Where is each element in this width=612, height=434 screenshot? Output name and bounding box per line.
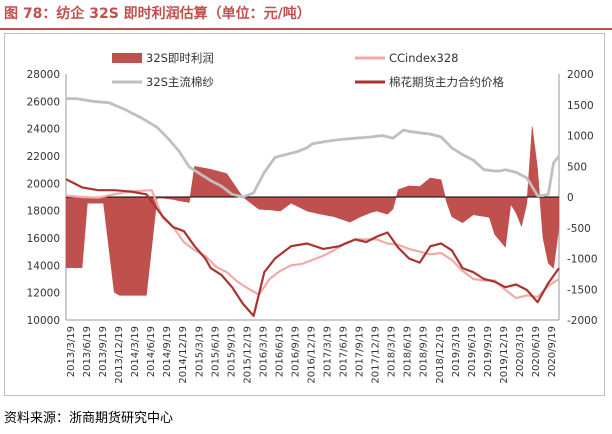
x-tick-label: 2013/12/19 bbox=[114, 326, 125, 384]
legend-label: 32S主流棉纱 bbox=[146, 75, 214, 89]
x-tick-label: 2016/3/19 bbox=[258, 326, 269, 377]
x-tick-label: 2019/12/19 bbox=[499, 326, 510, 384]
x-tick-label: 2014/9/19 bbox=[162, 326, 173, 377]
x-tick-label: 2016/6/19 bbox=[274, 326, 285, 377]
x-tick-label: 2013/3/19 bbox=[66, 326, 77, 377]
y-right-tick-label: 1500 bbox=[567, 100, 594, 112]
x-tick-label: 2017/9/19 bbox=[355, 326, 366, 377]
y-left-tick-label: 20000 bbox=[27, 178, 60, 190]
y-left-tick-label: 10000 bbox=[27, 315, 60, 327]
x-tick-label: 2013/9/19 bbox=[98, 326, 109, 377]
x-tick-label: 2015/12/19 bbox=[242, 326, 253, 384]
y-left-tick-label: 18000 bbox=[27, 206, 60, 218]
y-right-tick-label: 500 bbox=[567, 161, 587, 173]
chart-frame bbox=[4, 33, 605, 396]
y-left-tick-label: 22000 bbox=[27, 151, 60, 163]
x-tick-label: 2018/12/19 bbox=[435, 326, 446, 384]
profit-area bbox=[65, 126, 560, 296]
y-right-tick-label: -1500 bbox=[567, 284, 598, 296]
y-left-tick-label: 28000 bbox=[27, 69, 60, 81]
x-tick-label: 2013/6/19 bbox=[82, 326, 93, 377]
y-left-tick-label: 16000 bbox=[27, 233, 60, 245]
y-left-tick-label: 14000 bbox=[27, 260, 60, 272]
y-left-tick-label: 24000 bbox=[27, 124, 60, 136]
title-underline bbox=[0, 28, 612, 30]
x-tick-label: 2019/9/19 bbox=[483, 326, 494, 377]
x-tick-label: 2016/9/19 bbox=[290, 326, 301, 377]
y-right-tick-label: 1000 bbox=[567, 131, 594, 143]
x-tick-label: 2018/6/19 bbox=[403, 326, 414, 377]
profit-chart: 1000012000140001600018000200002200024000… bbox=[27, 51, 598, 384]
x-tick-label: 2014/6/19 bbox=[146, 326, 157, 377]
x-tick-label: 2015/3/19 bbox=[194, 326, 205, 377]
x-tick-label: 2015/6/19 bbox=[210, 326, 221, 377]
x-tick-label: 2018/3/19 bbox=[387, 326, 398, 377]
y-right-tick-label: -1000 bbox=[567, 254, 598, 266]
x-tick-label: 2018/9/19 bbox=[419, 326, 430, 377]
ccindex-line bbox=[65, 189, 560, 300]
y-left-tick-label: 12000 bbox=[27, 288, 60, 300]
x-tick-label: 2020/6/19 bbox=[531, 326, 542, 377]
futures-price-line bbox=[65, 178, 560, 317]
legend-label: 棉花期货主力合约价格 bbox=[389, 75, 504, 89]
legend-label: 32S即时利润 bbox=[146, 51, 214, 65]
x-tick-label: 2016/12/19 bbox=[307, 326, 318, 384]
x-tick-label: 2020/9/19 bbox=[547, 326, 558, 377]
x-tick-label: 2017/6/19 bbox=[339, 326, 350, 377]
y-right-tick-label: 2000 bbox=[567, 69, 594, 81]
source-note: 资料来源：浙商期货研究中心 bbox=[4, 411, 174, 426]
yarn-price-line bbox=[66, 97, 561, 199]
x-tick-label: 2015/9/19 bbox=[226, 326, 237, 377]
x-tick-label: 2019/6/19 bbox=[467, 326, 478, 377]
y-right-tick-label: 0 bbox=[567, 192, 574, 204]
x-tick-label: 2017/3/19 bbox=[323, 326, 334, 377]
legend-swatch bbox=[112, 53, 142, 63]
legend-label: CCindex328 bbox=[389, 51, 458, 65]
x-tick-label: 2020/3/19 bbox=[515, 326, 526, 377]
x-tick-label: 2019/3/19 bbox=[451, 326, 462, 377]
chart-title: 图 78：纺企 32S 即时利润估算（单位：元/吨） bbox=[4, 6, 311, 22]
y-left-tick-label: 26000 bbox=[27, 96, 60, 108]
y-right-tick-label: -2000 bbox=[567, 315, 598, 327]
x-tick-label: 2014/12/19 bbox=[178, 326, 189, 384]
x-tick-label: 2014/3/19 bbox=[130, 326, 141, 377]
y-right-tick-label: -500 bbox=[567, 223, 591, 235]
x-tick-label: 2017/12/19 bbox=[371, 326, 382, 384]
